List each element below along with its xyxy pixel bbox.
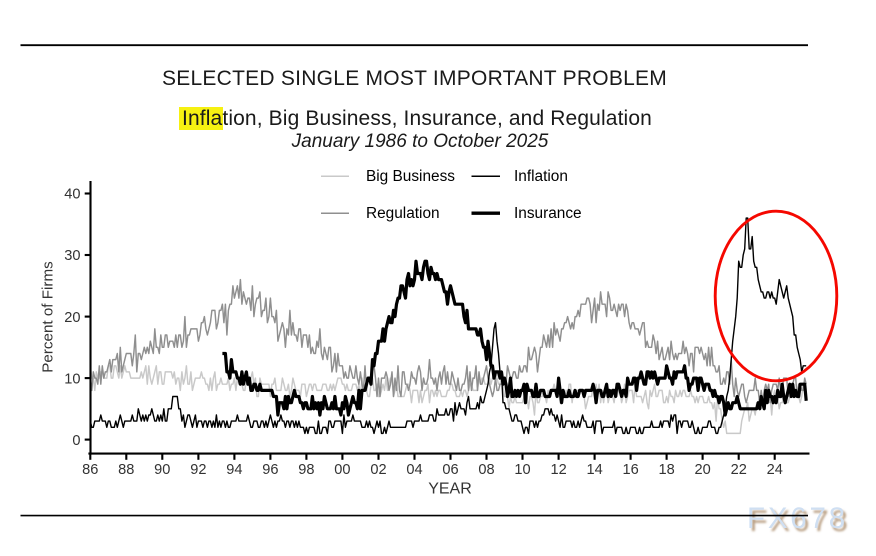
svg-text:YEAR: YEAR (428, 481, 472, 498)
svg-text:14: 14 (586, 462, 602, 478)
svg-text:94: 94 (226, 462, 242, 478)
svg-text:16: 16 (622, 462, 638, 478)
svg-text:12: 12 (550, 462, 566, 478)
svg-text:10: 10 (514, 462, 530, 478)
svg-text:0: 0 (72, 433, 80, 449)
svg-text:04: 04 (406, 462, 422, 478)
svg-text:98: 98 (298, 462, 314, 478)
svg-text:Percent of Firms: Percent of Firms (40, 261, 57, 373)
svg-text:90: 90 (154, 462, 170, 478)
svg-text:18: 18 (658, 462, 674, 478)
svg-text:00: 00 (334, 462, 350, 478)
svg-text:92: 92 (190, 462, 206, 478)
svg-text:88: 88 (118, 462, 134, 478)
svg-text:20: 20 (694, 462, 710, 478)
svg-text:96: 96 (262, 462, 278, 478)
svg-text:40: 40 (64, 187, 80, 203)
svg-text:08: 08 (478, 462, 494, 478)
svg-text:30: 30 (64, 248, 80, 264)
svg-text:20: 20 (64, 310, 80, 326)
svg-text:24: 24 (767, 462, 783, 478)
svg-text:02: 02 (370, 462, 386, 478)
svg-text:10: 10 (64, 371, 80, 387)
svg-text:06: 06 (442, 462, 458, 478)
svg-text:86: 86 (82, 462, 98, 478)
svg-text:22: 22 (731, 462, 747, 478)
